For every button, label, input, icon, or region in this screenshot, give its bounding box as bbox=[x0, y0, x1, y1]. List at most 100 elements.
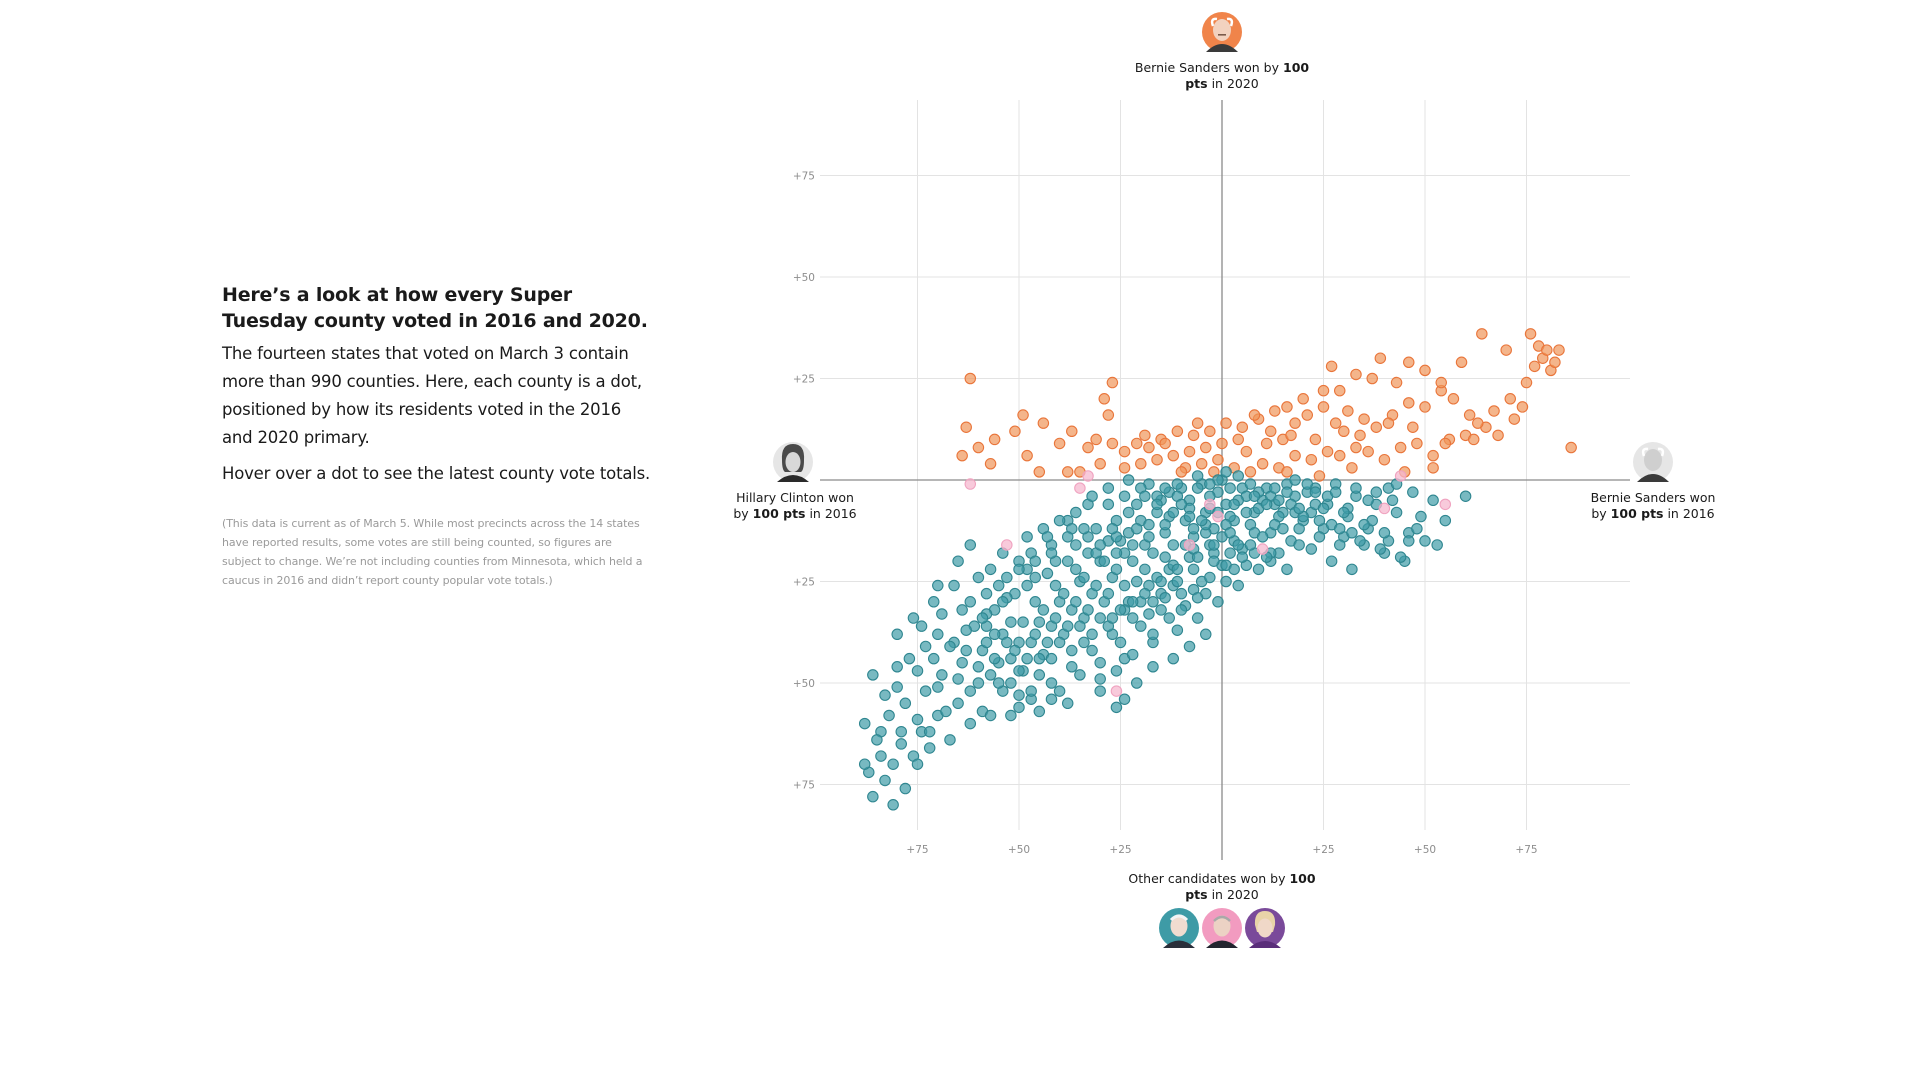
county-dot-sanders[interactable] bbox=[1427, 462, 1439, 474]
county-dot-other[interactable] bbox=[1122, 474, 1135, 486]
county-dot-tie[interactable] bbox=[1183, 539, 1196, 551]
county-dot-other[interactable] bbox=[976, 612, 989, 624]
county-dot-sanders[interactable] bbox=[1309, 433, 1322, 446]
county-dot-other[interactable] bbox=[980, 587, 993, 600]
county-dot-sanders[interactable] bbox=[960, 421, 972, 433]
county-dot-other[interactable] bbox=[1224, 482, 1236, 494]
county-dot-other[interactable] bbox=[1130, 498, 1143, 511]
county-dot-other[interactable] bbox=[919, 685, 932, 697]
county-dot-other[interactable] bbox=[1033, 616, 1046, 628]
county-dot-other[interactable] bbox=[1143, 608, 1155, 620]
county-dot-other[interactable] bbox=[1078, 636, 1090, 649]
county-dot-other[interactable] bbox=[1394, 551, 1407, 563]
county-dot-sanders[interactable] bbox=[1516, 401, 1529, 413]
county-dot-other[interactable] bbox=[1033, 652, 1046, 665]
county-dot-other[interactable] bbox=[1333, 522, 1346, 535]
county-dot-other[interactable] bbox=[1147, 547, 1159, 559]
county-dot-other[interactable] bbox=[907, 612, 920, 624]
county-dot-other[interactable] bbox=[1082, 604, 1094, 616]
county-dot-sanders[interactable] bbox=[1378, 453, 1391, 466]
county-dot-other[interactable] bbox=[1094, 656, 1106, 669]
county-dot-sanders[interactable] bbox=[1407, 421, 1419, 433]
county-dot-other[interactable] bbox=[1126, 555, 1139, 567]
county-dot-other[interactable] bbox=[1183, 640, 1196, 653]
county-dot-other[interactable] bbox=[1187, 563, 1200, 576]
county-dot-sanders[interactable] bbox=[1159, 437, 1171, 450]
county-dot-tie[interactable] bbox=[964, 478, 977, 490]
county-dot-sanders[interactable] bbox=[1285, 429, 1297, 442]
county-dot-other[interactable] bbox=[1370, 486, 1383, 498]
county-dot-other[interactable] bbox=[1378, 527, 1391, 539]
county-dot-other[interactable] bbox=[1333, 539, 1346, 551]
county-dot-other[interactable] bbox=[879, 689, 891, 701]
county-dot-other[interactable] bbox=[1005, 677, 1017, 689]
county-dot-other[interactable] bbox=[1419, 535, 1431, 547]
county-dot-sanders[interactable] bbox=[1269, 405, 1281, 417]
county-dot-sanders[interactable] bbox=[1281, 401, 1293, 413]
county-dot-other[interactable] bbox=[1403, 535, 1415, 547]
county-dot-other[interactable] bbox=[1045, 652, 1058, 665]
county-dot-other[interactable] bbox=[1244, 478, 1257, 490]
county-dot-sanders[interactable] bbox=[1305, 453, 1318, 466]
county-dot-other[interactable] bbox=[952, 673, 964, 685]
county-dot-sanders[interactable] bbox=[1338, 425, 1350, 438]
county-dot-other[interactable] bbox=[1317, 502, 1330, 515]
county-dot-sanders[interactable] bbox=[1354, 429, 1366, 442]
county-dot-other[interactable] bbox=[1427, 494, 1439, 507]
county-dot-other[interactable] bbox=[1126, 648, 1139, 661]
county-dot-other[interactable] bbox=[919, 640, 932, 653]
county-dot-other[interactable] bbox=[1070, 539, 1082, 551]
county-dot-sanders[interactable] bbox=[1435, 376, 1447, 389]
county-dot-other[interactable] bbox=[899, 697, 912, 710]
county-dot-other[interactable] bbox=[1277, 522, 1289, 535]
county-dot-sanders[interactable] bbox=[1419, 401, 1431, 413]
county-dot-other[interactable] bbox=[1143, 518, 1155, 531]
county-dot-other[interactable] bbox=[1195, 514, 1208, 527]
county-dot-other[interactable] bbox=[1155, 604, 1167, 616]
county-dot-tie[interactable] bbox=[1394, 470, 1407, 482]
county-dot-other[interactable] bbox=[1070, 506, 1082, 519]
county-dot-other[interactable] bbox=[1114, 604, 1127, 616]
county-dot-other[interactable] bbox=[1204, 478, 1216, 490]
county-dot-other[interactable] bbox=[1094, 539, 1106, 551]
county-dot-other[interactable] bbox=[1147, 628, 1159, 641]
county-dot-sanders[interactable] bbox=[1317, 401, 1330, 413]
county-dot-sanders[interactable] bbox=[1240, 445, 1253, 458]
county-dot-other[interactable] bbox=[1094, 673, 1106, 685]
county-dot-other[interactable] bbox=[1407, 486, 1419, 498]
county-dot-other[interactable] bbox=[1029, 571, 1041, 584]
county-dot-sanders[interactable] bbox=[1476, 328, 1488, 340]
county-dot-sanders[interactable] bbox=[1403, 397, 1415, 409]
county-dot-other[interactable] bbox=[952, 697, 964, 710]
county-dot-sanders[interactable] bbox=[1118, 445, 1131, 458]
county-dot-other[interactable] bbox=[1013, 665, 1025, 677]
county-dot-sanders[interactable] bbox=[1289, 417, 1301, 429]
county-dot-other[interactable] bbox=[1066, 644, 1078, 657]
county-dot-other[interactable] bbox=[1074, 620, 1086, 632]
county-dot-sanders[interactable] bbox=[1366, 372, 1378, 385]
county-dot-other[interactable] bbox=[1126, 539, 1139, 551]
county-dot-other[interactable] bbox=[923, 725, 936, 738]
county-dot-sanders[interactable] bbox=[1321, 445, 1334, 458]
county-dot-sanders[interactable] bbox=[1204, 425, 1216, 438]
county-dot-other[interactable] bbox=[1143, 531, 1155, 543]
county-dot-other[interactable] bbox=[1118, 693, 1131, 705]
county-dot-sanders[interactable] bbox=[1017, 409, 1029, 421]
county-dot-other[interactable] bbox=[1139, 587, 1151, 600]
county-dot-sanders[interactable] bbox=[1301, 409, 1314, 421]
county-dot-other[interactable] bbox=[927, 596, 940, 608]
county-dot-sanders[interactable] bbox=[1082, 441, 1094, 454]
county-dot-sanders[interactable] bbox=[1009, 425, 1021, 438]
county-dot-sanders[interactable] bbox=[1195, 458, 1208, 470]
county-dot-sanders[interactable] bbox=[1167, 449, 1180, 462]
county-dot-other[interactable] bbox=[911, 713, 924, 726]
county-dot-other[interactable] bbox=[1021, 652, 1033, 665]
county-dot-other[interactable] bbox=[972, 571, 985, 584]
county-dot-sanders[interactable] bbox=[1033, 466, 1046, 478]
county-dot-other[interactable] bbox=[1151, 498, 1163, 511]
county-dot-other[interactable] bbox=[923, 742, 936, 754]
county-dot-other[interactable] bbox=[875, 750, 887, 762]
county-dot-other[interactable] bbox=[997, 596, 1009, 608]
county-dot-other[interactable] bbox=[1094, 612, 1106, 624]
county-dot-other[interactable] bbox=[879, 774, 891, 787]
